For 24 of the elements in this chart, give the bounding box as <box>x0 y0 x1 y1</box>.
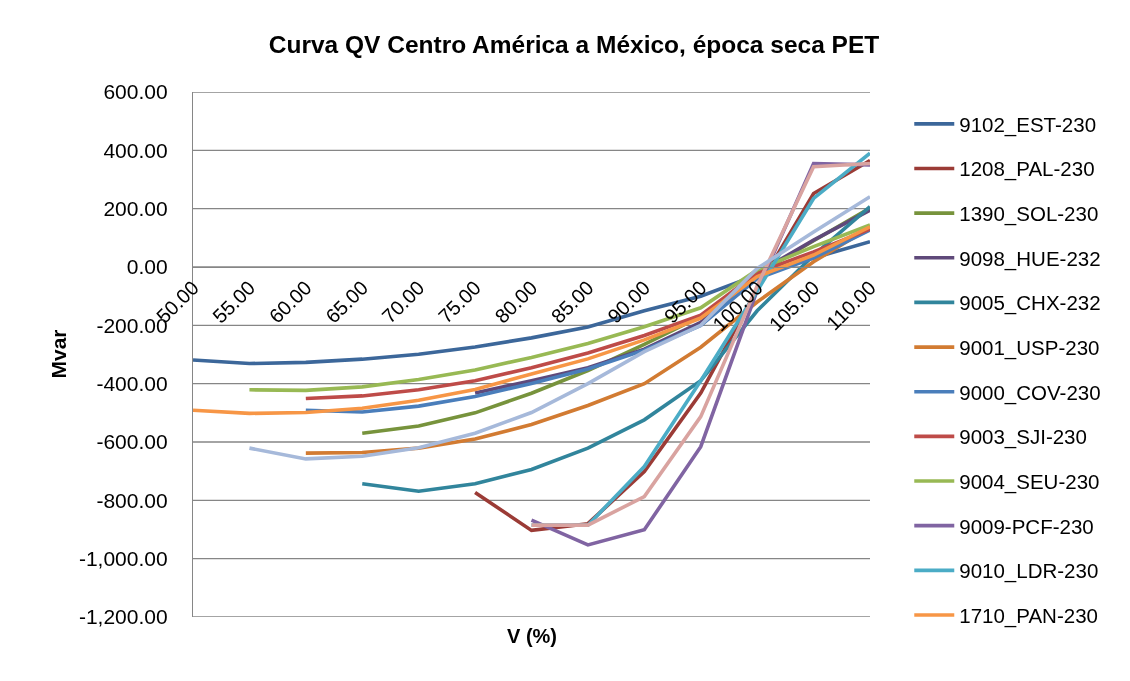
y-tick-label: -600.00 <box>96 430 168 454</box>
y-tick-label: -1,200.00 <box>78 605 168 629</box>
legend-label: 9001_USP-230 <box>959 336 1100 361</box>
legend-label: 9000_COV-230 <box>959 380 1101 405</box>
y-tick-label: 400.00 <box>103 138 168 162</box>
x-axis-title: V (%) <box>507 625 557 647</box>
legend-label: 9010_LDR-230 <box>959 559 1099 584</box>
legend-label: 9005_CHX-232 <box>959 291 1101 316</box>
y-tick-label: 200.00 <box>103 197 168 221</box>
legend-label: 1710_PAN-230 <box>959 603 1098 628</box>
legend-label: 9009-PCF-230 <box>959 514 1094 538</box>
legend-label: 9098_HUE-232 <box>959 246 1101 271</box>
legend-label: 1390_SOL-230 <box>959 202 1099 227</box>
legend-label: 1208_PAL-230 <box>959 157 1095 182</box>
y-tick-label: -400.00 <box>96 372 168 396</box>
legend-label: 9102_EST-230 <box>959 112 1097 137</box>
y-axis-title: Mvar <box>46 329 70 379</box>
y-tick-label: 600.00 <box>103 80 168 104</box>
legend-label: 9003_SJI-230 <box>959 425 1087 450</box>
y-tick-label: -800.00 <box>96 488 168 512</box>
y-tick-label: -1,000.00 <box>78 547 168 571</box>
legend-label: 9004_SEU-230 <box>959 470 1100 495</box>
chart-title: Curva QV Centro América a México, época seca PET <box>268 30 880 58</box>
y-tick-label: 0.00 <box>126 255 168 279</box>
